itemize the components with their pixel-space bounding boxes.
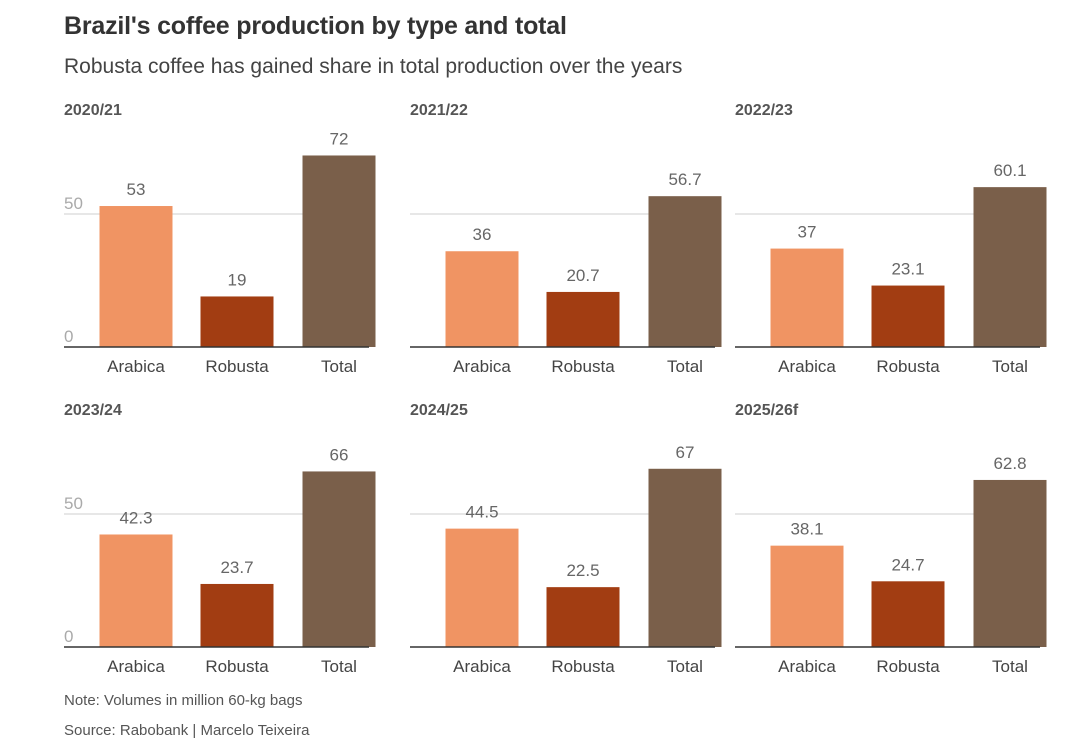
chart-svg: 2025/26f 38.1 Arabica 24.7 Robusta 62.8 Total (735, 402, 1047, 676)
category-label: Arabica (453, 357, 511, 376)
value-label: 62.8 (993, 454, 1026, 473)
y-tick-label: 0 (64, 327, 73, 346)
category-label: Arabica (107, 357, 165, 376)
panel-2022-23: 2022/23 37 Arabica 23.1 Robusta 60.1 Total (735, 96, 1047, 386)
category-label: Robusta (876, 357, 940, 376)
category-label: Robusta (551, 657, 615, 676)
value-label: 66 (330, 445, 349, 464)
panel-2025-26f: 2025/26f 38.1 Arabica 24.7 Robusta 62.8 Total (735, 396, 1047, 686)
bar-arabica (770, 248, 844, 347)
value-label: 38.1 (790, 520, 823, 539)
value-label: 42.3 (119, 508, 152, 527)
panel-title: 2020/21 (64, 102, 122, 119)
panel-title: 2021/22 (410, 102, 468, 119)
value-label: 22.5 (566, 561, 599, 580)
value-label: 24.7 (891, 555, 924, 574)
category-label: Total (667, 357, 703, 376)
category-label: Total (321, 357, 357, 376)
category-label: Arabica (778, 357, 836, 376)
bar-arabica (445, 251, 519, 347)
panel-title: 2024/25 (410, 402, 468, 419)
category-label: Arabica (778, 657, 836, 676)
value-label: 72 (330, 129, 349, 148)
value-label: 36 (473, 225, 492, 244)
value-label: 19 (228, 270, 247, 289)
bar-robusta (546, 587, 620, 647)
value-label: 20.7 (566, 266, 599, 285)
bar-robusta (546, 291, 620, 347)
bar-arabica (770, 545, 844, 647)
category-label: Total (667, 657, 703, 676)
value-label: 53 (127, 180, 146, 199)
chart-title: Brazil's coffee production by type and t… (64, 12, 567, 40)
chart-svg: 2020/21 0 50 53 Arabica 19 Robusta 72 Total (64, 102, 376, 376)
category-label: Robusta (551, 357, 615, 376)
bar-robusta (200, 296, 274, 347)
value-label: 67 (676, 443, 695, 462)
source-credit: Source: Rabobank | Marcelo Teixeira (64, 722, 310, 739)
category-label: Robusta (876, 657, 940, 676)
panel-title: 2022/23 (735, 102, 793, 119)
y-tick-label: 0 (64, 627, 73, 646)
y-tick-label: 50 (64, 194, 83, 213)
bar-arabica (445, 528, 519, 647)
bar-total (973, 187, 1047, 347)
chart-svg: 2024/25 44.5 Arabica 22.5 Robusta 67 Total (410, 402, 722, 676)
bar-arabica (99, 206, 173, 347)
category-label: Arabica (453, 657, 511, 676)
value-label: 23.7 (220, 558, 253, 577)
value-label: 37 (798, 223, 817, 242)
category-label: Arabica (107, 657, 165, 676)
chart-subtitle: Robusta coffee has gained share in total… (64, 55, 683, 78)
bar-arabica (99, 534, 173, 647)
footnote: Note: Volumes in million 60-kg bags (64, 692, 303, 709)
category-label: Total (992, 357, 1028, 376)
value-label: 44.5 (465, 503, 498, 522)
y-tick-label: 50 (64, 494, 83, 513)
bar-robusta (200, 583, 274, 647)
chart-svg: 2022/23 37 Arabica 23.1 Robusta 60.1 Total (735, 102, 1047, 376)
bar-robusta (871, 285, 945, 347)
value-label: 60.1 (993, 161, 1026, 180)
category-label: Robusta (205, 657, 269, 676)
category-label: Total (992, 657, 1028, 676)
bar-robusta (871, 581, 945, 647)
bar-total (302, 155, 376, 347)
panel-title: 2025/26f (735, 402, 799, 419)
panel-2020-21: 2020/21 0 50 53 Arabica 19 Robusta 72 Total (64, 96, 376, 386)
panel-2023-24: 2023/24 0 50 42.3 Arabica 23.7 Robusta 66 Total (64, 396, 376, 686)
bar-total (648, 196, 722, 347)
chart-svg: 2021/22 36 Arabica 20.7 Robusta 56.7 Total (410, 102, 722, 376)
chart-svg: 2023/24 0 50 42.3 Arabica 23.7 Robusta 66 Total (64, 402, 376, 676)
panel-2024-25: 2024/25 44.5 Arabica 22.5 Robusta 67 Total (410, 396, 722, 686)
value-label: 23.1 (891, 260, 924, 279)
category-label: Total (321, 657, 357, 676)
bar-total (973, 479, 1047, 647)
bar-total (648, 468, 722, 647)
category-label: Robusta (205, 357, 269, 376)
bar-total (302, 471, 376, 647)
value-label: 56.7 (668, 170, 701, 189)
panel-2021-22: 2021/22 36 Arabica 20.7 Robusta 56.7 Total (410, 96, 722, 386)
panel-title: 2023/24 (64, 402, 122, 419)
